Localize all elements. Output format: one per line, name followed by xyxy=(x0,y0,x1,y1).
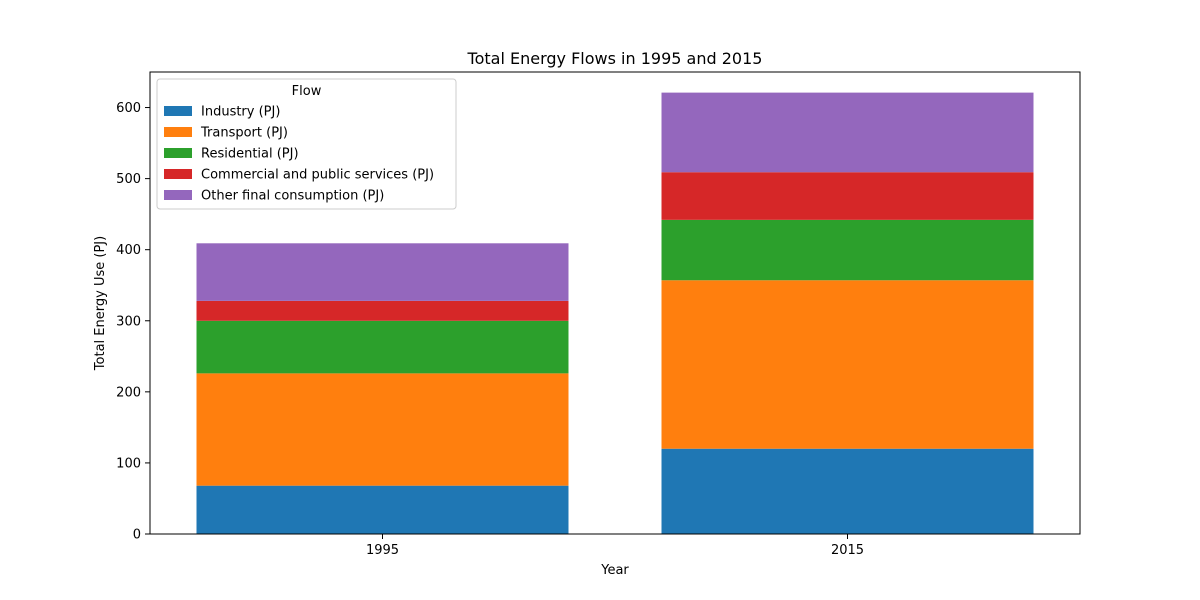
bar-segment-1995-1 xyxy=(196,485,569,534)
legend-label: Residential (PJ) xyxy=(201,147,299,162)
legend-box xyxy=(156,78,457,210)
legend-label: Commercial and public services (PJ) xyxy=(201,168,434,183)
y-tick-label: 0 xyxy=(133,528,141,543)
y-tick-label: 600 xyxy=(116,101,141,116)
legend-swatch xyxy=(164,127,192,137)
x-tick-label: 2015 xyxy=(831,543,864,558)
y-tick-label: 100 xyxy=(116,456,141,471)
bar-segment-1995-2 xyxy=(196,373,569,486)
bar-segment-2015-3 xyxy=(661,219,1034,281)
y-tick-label: 200 xyxy=(116,385,141,400)
chart-title: Total Energy Flows in 1995 and 2015 xyxy=(467,49,763,68)
bar-segment-2015-2 xyxy=(661,280,1034,449)
legend-label: Industry (PJ) xyxy=(201,105,280,120)
bar-segment-2015-1 xyxy=(661,448,1034,534)
y-tick-label: 500 xyxy=(116,172,141,187)
plot-frame xyxy=(149,71,1081,535)
y-tick-label: 300 xyxy=(116,314,141,329)
y-tick-label: 400 xyxy=(116,243,141,258)
legend: Flow Industry (PJ) Transport (PJ) Resident… xyxy=(156,78,457,210)
legend-swatch xyxy=(164,148,192,158)
bar-segment-1995-4 xyxy=(196,300,569,321)
y-axis: 0 100 200 300 400 500 600 xyxy=(116,101,150,543)
legend-label: Other final consumption (PJ) xyxy=(201,189,384,204)
legend-swatch xyxy=(164,106,192,116)
y-axis-label: Total Energy Use (PJ) xyxy=(93,236,108,371)
x-tick-label: 1995 xyxy=(366,543,399,558)
bar-segment-1995-3 xyxy=(196,320,569,374)
legend-label: Transport (PJ) xyxy=(200,126,288,141)
bar-segment-2015-5 xyxy=(661,92,1034,173)
x-axis-label: Year xyxy=(600,563,629,578)
bar-segment-1995-5 xyxy=(196,243,569,301)
bar-segment-2015-4 xyxy=(661,172,1034,220)
legend-title: Flow xyxy=(292,84,322,99)
x-axis: 1995 2015 xyxy=(366,534,864,558)
bars-layer xyxy=(196,92,1034,534)
legend-swatch xyxy=(164,190,192,200)
legend-swatch xyxy=(164,169,192,179)
